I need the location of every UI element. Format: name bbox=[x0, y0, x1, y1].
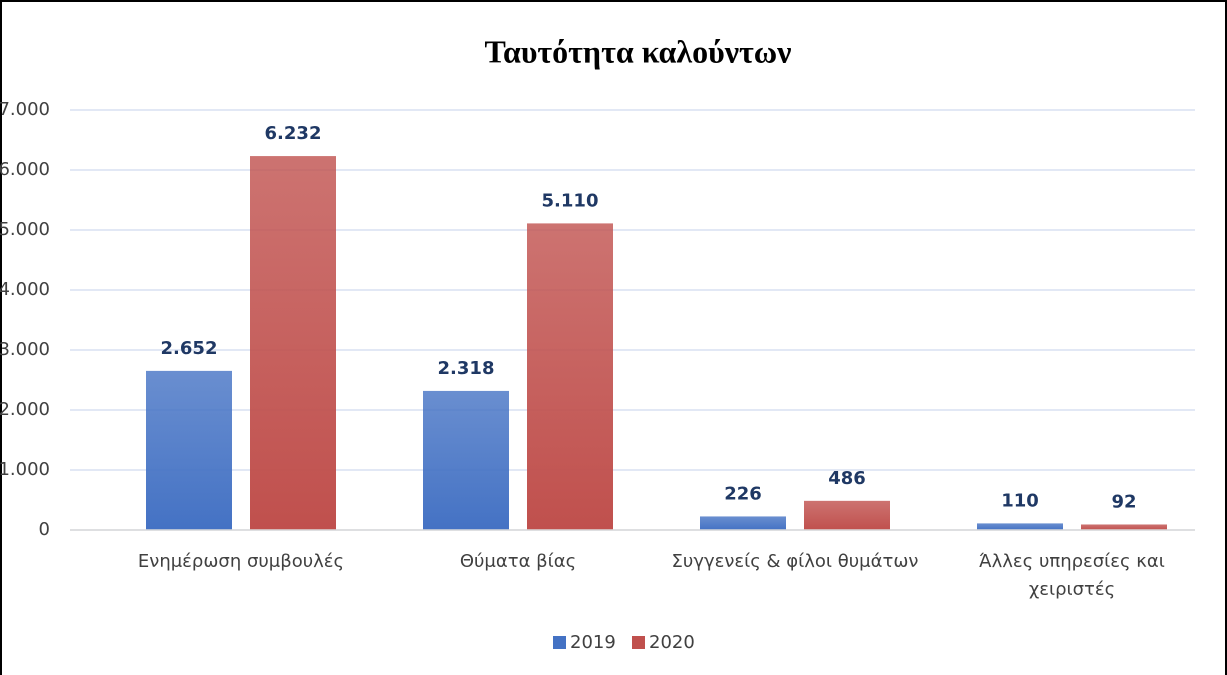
bar bbox=[527, 223, 613, 530]
bar bbox=[423, 390, 509, 530]
y-tick-label: 6.000 bbox=[0, 159, 50, 180]
data-label: 486 bbox=[828, 468, 866, 489]
legend-swatch bbox=[632, 636, 645, 649]
y-tick-label: 0 bbox=[39, 519, 50, 540]
y-tick-label: 1.000 bbox=[0, 459, 50, 480]
bar bbox=[804, 500, 890, 530]
legend-label: 2019 bbox=[570, 632, 616, 653]
bar bbox=[700, 516, 786, 530]
x-tick-label-line: χειριστές bbox=[1029, 579, 1115, 600]
chart-title: Ταυτότητα καλούντων bbox=[485, 33, 792, 69]
y-tick-label: 3.000 bbox=[0, 339, 50, 360]
data-label: 226 bbox=[724, 483, 762, 504]
data-label: 110 bbox=[1001, 490, 1039, 511]
data-label: 2.318 bbox=[438, 358, 495, 379]
bar bbox=[146, 370, 232, 530]
x-tick-label: Άλλες υπηρεσίες και χειριστές bbox=[979, 551, 1165, 600]
x-tick-label-line: Άλλες υπηρεσίες και bbox=[979, 551, 1165, 572]
legend-swatch bbox=[553, 636, 566, 649]
y-tick-label: 4.000 bbox=[0, 279, 50, 300]
data-label: 92 bbox=[1111, 491, 1136, 512]
y-tick-label: 5.000 bbox=[0, 219, 50, 240]
data-label: 5.110 bbox=[542, 190, 599, 211]
legend-label: 2020 bbox=[649, 632, 695, 653]
y-tick-label: 7.000 bbox=[0, 99, 50, 120]
data-label: 2.652 bbox=[161, 338, 218, 359]
bar bbox=[1081, 524, 1167, 530]
data-label: 6.232 bbox=[265, 123, 322, 144]
x-tick-label: Ενημέρωση συμβουλές bbox=[138, 551, 344, 572]
y-tick-label: 2.000 bbox=[0, 399, 50, 420]
x-tick-label: Θύματα βίας bbox=[460, 551, 576, 572]
bar bbox=[977, 523, 1063, 530]
bar bbox=[250, 156, 336, 530]
x-tick-label: Συγγενείς & φίλοι θυμάτων bbox=[672, 551, 919, 572]
